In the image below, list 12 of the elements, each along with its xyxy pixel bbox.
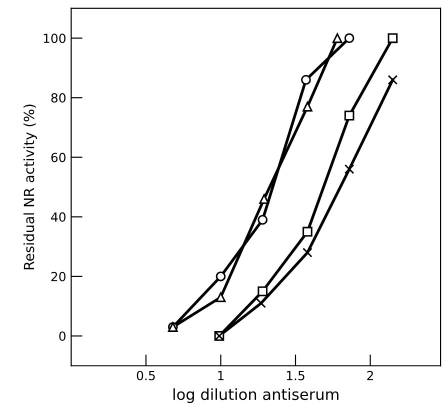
x-tick-label: 1: [218, 370, 224, 380]
x-tick-label: 0.5: [136, 370, 155, 380]
y-tick-label: 40: [51, 212, 66, 222]
x-axis-title: log dilution antiserum: [174, 388, 338, 404]
x-tick-label: 1.5: [286, 370, 304, 380]
y-tick-label: 80: [51, 93, 66, 103]
y-axis-title: Residual NR activity (%): [23, 104, 37, 270]
y-tick-label: 100: [44, 34, 66, 44]
y-tick-label: 60: [51, 152, 66, 162]
y-tick-label: 20: [51, 272, 66, 282]
y-tick-label: 0: [59, 331, 66, 341]
x-tick-label: 2: [367, 370, 373, 380]
